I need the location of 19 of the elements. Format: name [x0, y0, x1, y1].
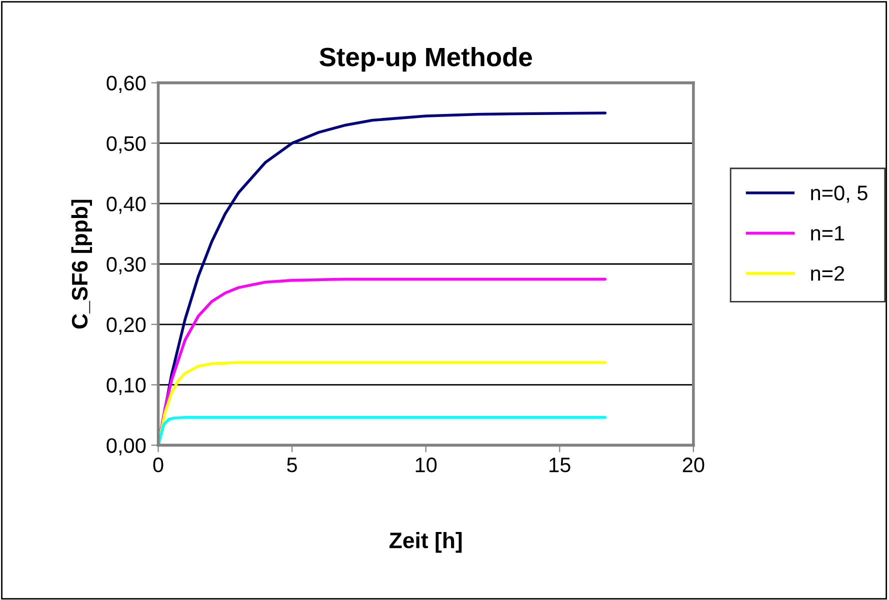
legend-label: n=1 — [811, 226, 844, 240]
x-tick-label: 15 — [550, 458, 570, 472]
legend-label: n=2 — [811, 266, 844, 281]
y-tick-label: 0,10 — [106, 378, 146, 396]
y-tick-label: 0,50 — [106, 136, 146, 154]
chart-title: Step-up Methode — [320, 47, 532, 72]
y-tick-label: 0,30 — [106, 257, 146, 274]
x-tick-label: 20 — [682, 458, 704, 472]
y-axis-title: C_SF6 [ppb] — [71, 200, 92, 329]
x-tick-label: 10 — [416, 458, 437, 472]
y-tick-label: 0,60 — [106, 76, 146, 94]
y-tick-label: 0,20 — [106, 317, 146, 335]
y-tick-label: 0,00 — [106, 438, 146, 456]
y-tick-label: 0,40 — [106, 196, 146, 214]
x-axis-title: Zeit [h] — [389, 532, 462, 553]
x-tick-label: 0 — [153, 458, 164, 472]
line-series — [158, 416, 607, 446]
x-tick-label: 5 — [287, 458, 297, 472]
legend-label: n=0, 5 — [811, 186, 868, 203]
